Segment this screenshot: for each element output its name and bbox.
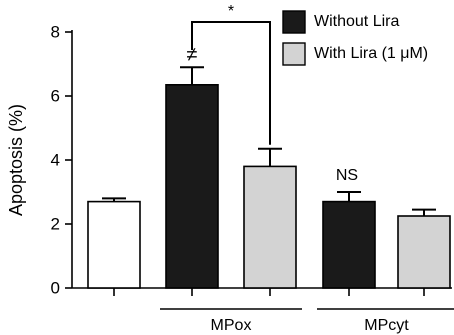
y-tick-label-0: 0 [51, 278, 60, 297]
bar-4 [397, 215, 451, 289]
not-equal-annotation: ≠ [187, 44, 198, 66]
y-tick-label-8: 8 [51, 22, 60, 41]
error-bars [102, 66, 436, 216]
bar-1 [165, 84, 219, 289]
legend-swatch-without-lira [282, 10, 306, 34]
bar-3 [322, 200, 376, 289]
y-ticks: 0 2 4 6 8 [51, 22, 72, 297]
significance-star: * [228, 3, 234, 20]
group-label-mpox: MPox [211, 317, 252, 334]
bar-0 [87, 200, 141, 289]
y-tick-label-2: 2 [51, 214, 60, 233]
legend-label-with-lira: With Lira (1 μM) [314, 45, 428, 62]
bars [87, 84, 451, 289]
bar-2 [243, 165, 297, 289]
group-label-mpcyt: MPcyt [364, 317, 409, 334]
legend-label-without-lira: Without Lira [314, 13, 399, 30]
y-tick-label-4: 4 [51, 150, 60, 169]
ns-annotation: NS [336, 167, 358, 184]
y-tick-label-6: 6 [51, 86, 60, 105]
x-ticks [113, 288, 425, 296]
y-axis-label: Apoptosis (%) [6, 104, 26, 216]
significance-bracket [191, 21, 271, 145]
legend-swatch-with-lira [282, 42, 306, 66]
